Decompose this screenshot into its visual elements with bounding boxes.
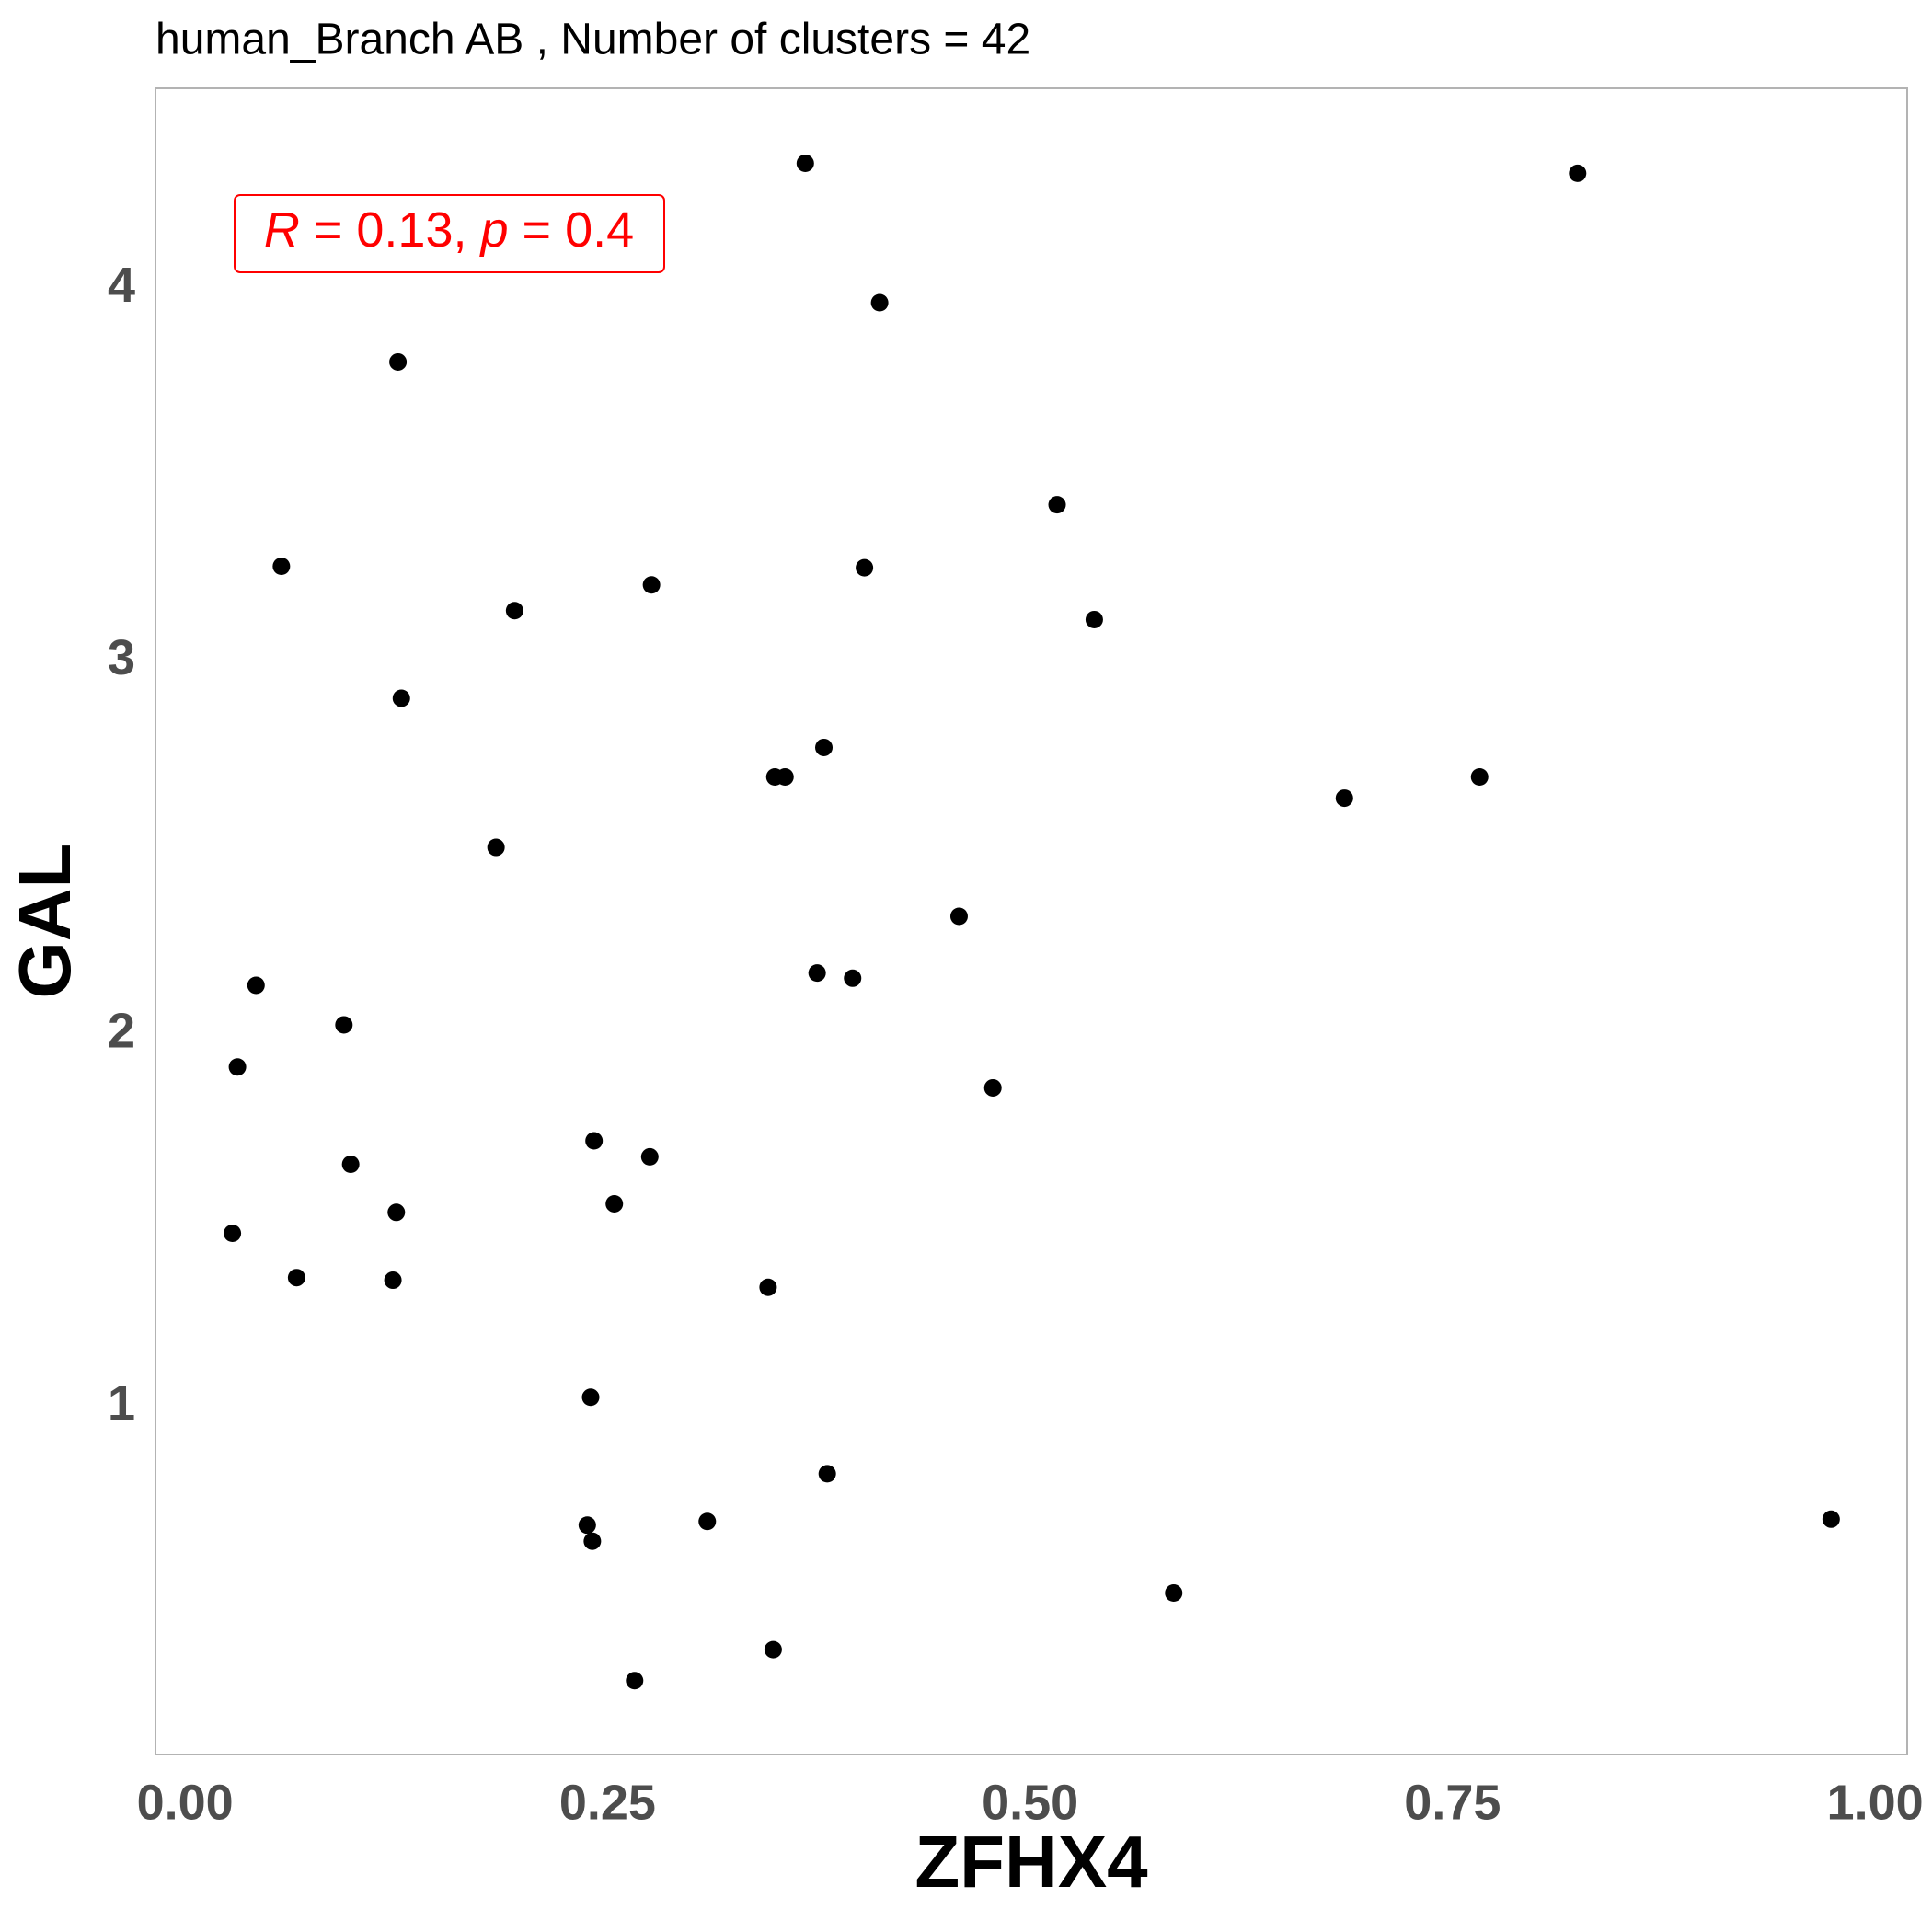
annotation-part: = 0.13, <box>300 202 481 258</box>
point <box>389 352 408 371</box>
point <box>392 689 410 707</box>
point <box>384 1271 402 1290</box>
point <box>1335 789 1353 808</box>
point <box>698 1512 717 1531</box>
point <box>949 907 968 926</box>
y-tick-label: 4 <box>108 258 135 313</box>
point <box>818 1465 836 1483</box>
point <box>764 1640 782 1659</box>
point <box>1085 610 1103 628</box>
x-axis-title: ZFHX4 <box>914 1821 1148 1903</box>
plot-border <box>155 87 1908 1755</box>
point <box>1822 1510 1840 1528</box>
point <box>1470 767 1489 786</box>
point <box>796 154 814 172</box>
point <box>578 1516 596 1535</box>
annotation-part: p <box>479 202 509 258</box>
point <box>335 1016 353 1034</box>
point <box>505 602 523 620</box>
annotation-box <box>234 194 665 273</box>
y-tick-label: 2 <box>108 1003 135 1058</box>
y-axis-title: GAL <box>4 844 86 999</box>
x-tick-label: 1.00 <box>1827 1775 1924 1830</box>
x-tick-label: 0.75 <box>1404 1775 1501 1830</box>
y-tick-label: 1 <box>108 1376 135 1432</box>
point <box>585 1132 604 1150</box>
x-tick-label: 0.25 <box>559 1775 656 1830</box>
point <box>1048 496 1066 514</box>
point <box>776 767 794 786</box>
x-tick-label: 0.50 <box>982 1775 1078 1830</box>
point <box>247 976 265 995</box>
annotation-part: = 0.4 <box>509 202 635 258</box>
point <box>583 1532 602 1550</box>
x-tick-label: 0.00 <box>137 1775 234 1830</box>
point <box>605 1194 624 1213</box>
point <box>487 838 505 857</box>
point <box>287 1269 305 1287</box>
y-tick-label: 3 <box>108 630 135 685</box>
point <box>983 1078 1002 1097</box>
point <box>581 1388 600 1407</box>
annotation-part: R <box>264 202 300 258</box>
point <box>642 576 661 594</box>
chart-title: human_Branch AB , Number of clusters = 4… <box>155 16 1030 64</box>
point <box>759 1278 777 1296</box>
point <box>1165 1584 1183 1603</box>
point <box>808 964 826 983</box>
point <box>870 293 889 312</box>
point <box>341 1156 360 1174</box>
point <box>815 738 834 756</box>
point <box>844 969 862 987</box>
point <box>272 558 291 576</box>
point <box>856 558 874 577</box>
point <box>224 1224 242 1242</box>
point <box>387 1203 406 1222</box>
point <box>1569 164 1587 182</box>
annotation: R = 0.13, p = 0.4 <box>264 202 634 258</box>
point <box>626 1672 644 1690</box>
point <box>228 1058 247 1076</box>
point <box>640 1147 659 1166</box>
